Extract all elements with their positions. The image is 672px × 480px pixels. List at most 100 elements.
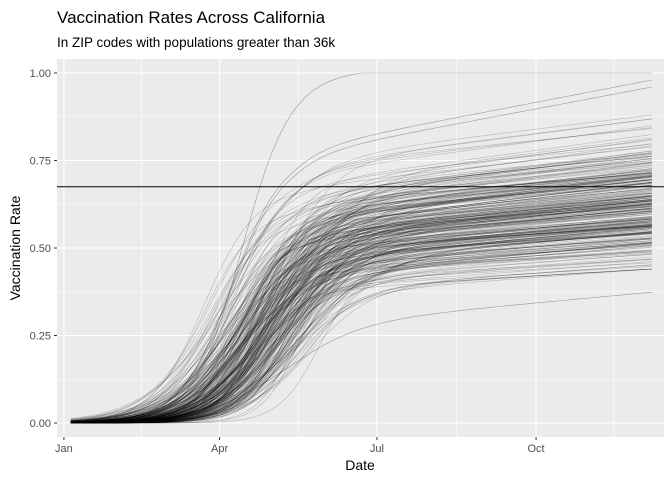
series-line <box>70 194 652 424</box>
series-line <box>70 162 652 424</box>
series-line <box>70 256 652 424</box>
series-line <box>70 221 652 423</box>
y-axis-title: Vaccination Rate <box>7 195 23 300</box>
series-line <box>70 170 652 423</box>
series-line <box>70 212 652 422</box>
series-line <box>70 175 652 423</box>
series-line <box>70 185 652 421</box>
series-line <box>70 216 652 423</box>
series-line <box>70 198 652 423</box>
series-line <box>70 203 652 423</box>
series-line <box>70 218 652 424</box>
series-line <box>70 225 652 424</box>
series-line <box>70 242 652 423</box>
series-line <box>70 193 652 424</box>
series-line <box>70 187 652 423</box>
series-line <box>70 190 652 423</box>
y-tick-label: 1.00 <box>30 68 51 80</box>
series-line <box>70 184 652 423</box>
series-line <box>70 125 652 423</box>
x-tick-label: Jan <box>55 443 73 455</box>
series-line <box>70 200 652 419</box>
series-line <box>70 181 652 423</box>
series-line <box>70 262 652 424</box>
series-line <box>70 208 652 424</box>
series-line <box>70 137 652 424</box>
series-line-notable <box>70 86 652 423</box>
series-line <box>70 152 652 422</box>
series-line <box>70 242 652 424</box>
series-line-notable <box>70 291 652 423</box>
series-line <box>70 184 652 422</box>
series-line <box>70 179 652 423</box>
series-line <box>70 206 652 424</box>
series-line <box>70 158 652 423</box>
series-line <box>70 266 652 423</box>
series-line <box>70 251 652 423</box>
series-line <box>70 247 652 424</box>
series-line <box>70 261 652 424</box>
series-line <box>70 166 652 422</box>
chart-title: Vaccination Rates Across California <box>57 8 326 27</box>
series-line <box>70 156 652 422</box>
series-line <box>70 143 652 423</box>
series-line <box>70 233 652 423</box>
series-line <box>70 235 652 424</box>
series-line <box>70 169 652 424</box>
series-line <box>70 162 652 422</box>
series-line <box>70 219 652 423</box>
series-line <box>70 225 652 424</box>
series-line <box>70 231 652 423</box>
series-line <box>70 233 652 423</box>
series-line <box>70 220 652 424</box>
series-line <box>70 118 652 423</box>
series-line <box>70 143 652 423</box>
series-line <box>70 231 652 424</box>
series-line <box>70 245 652 424</box>
series-line <box>70 241 652 424</box>
series-line <box>70 190 652 424</box>
series-line <box>70 264 652 424</box>
series-line <box>70 259 652 424</box>
series-line <box>70 181 652 422</box>
x-tick-label: Jul <box>370 443 384 455</box>
series-line <box>70 242 652 423</box>
series-line <box>70 232 652 424</box>
series-line <box>70 222 652 424</box>
series-line <box>70 268 652 423</box>
series-line <box>70 220 652 424</box>
series-line <box>70 225 652 423</box>
series-line <box>70 245 652 424</box>
series-line <box>70 233 652 423</box>
series-line <box>70 216 652 424</box>
series-line <box>70 179 652 424</box>
series-line <box>70 218 652 424</box>
series-line <box>70 242 652 424</box>
series-line <box>70 258 652 424</box>
series-line <box>70 196 652 422</box>
series-line <box>70 216 652 422</box>
series-line <box>70 175 652 424</box>
series-line <box>70 114 652 421</box>
series-line <box>70 173 652 424</box>
series-line <box>70 150 652 421</box>
series-line <box>70 228 652 423</box>
series-line <box>70 169 652 424</box>
series-line <box>70 212 652 423</box>
series-line <box>70 250 652 423</box>
series-line <box>70 184 652 424</box>
series-line <box>70 193 652 424</box>
series-line <box>70 238 652 423</box>
series-line <box>70 224 652 424</box>
series-line <box>70 211 652 424</box>
series-line <box>70 195 652 422</box>
series-line <box>70 218 652 423</box>
series-line <box>70 172 652 423</box>
series-line <box>70 176 652 423</box>
series-line <box>70 211 652 424</box>
series-line <box>70 210 652 424</box>
series-line <box>70 243 652 424</box>
y-tick-label: 0.75 <box>30 156 51 168</box>
series-line <box>70 231 652 424</box>
series-line <box>70 156 652 420</box>
